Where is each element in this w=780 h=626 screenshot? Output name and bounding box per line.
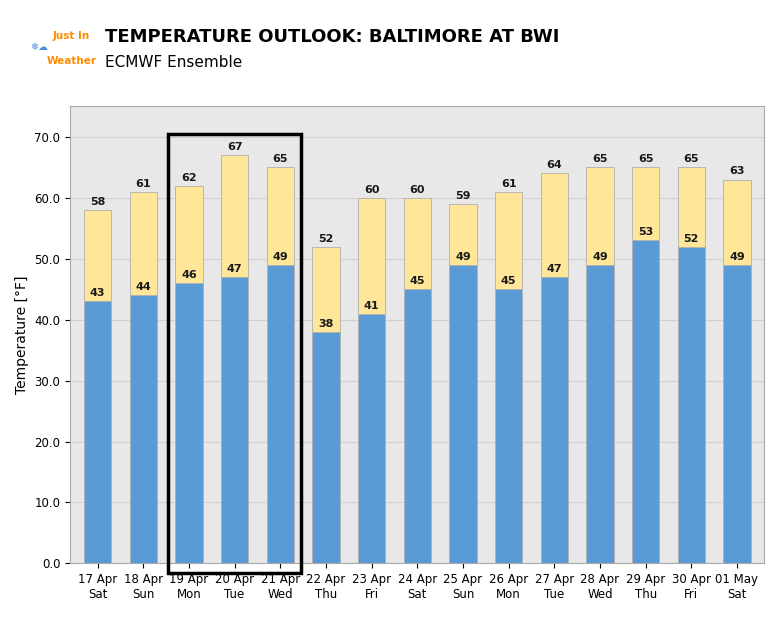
Text: Just In: Just In (53, 31, 90, 41)
Text: 65: 65 (638, 154, 654, 164)
Text: 49: 49 (272, 252, 288, 262)
Text: 53: 53 (638, 227, 654, 237)
Bar (449, 204, 477, 265)
Text: ❄☁: ❄☁ (30, 42, 48, 52)
Text: 41: 41 (363, 300, 379, 310)
Text: 45: 45 (501, 276, 516, 286)
Text: 49: 49 (455, 252, 471, 262)
Text: 49: 49 (592, 252, 608, 262)
Bar (541, 173, 568, 563)
Bar (678, 167, 705, 563)
Bar (495, 192, 523, 289)
Text: 61: 61 (136, 178, 151, 188)
Text: 62: 62 (181, 173, 197, 183)
Bar (176, 186, 203, 283)
Bar (267, 167, 294, 563)
Bar (541, 173, 568, 277)
Text: 60: 60 (364, 185, 379, 195)
Text: TEMPERATURE OUTLOOK: BALTIMORE AT BWI: TEMPERATURE OUTLOOK: BALTIMORE AT BWI (105, 28, 560, 46)
Bar (84, 210, 112, 301)
Text: Weather: Weather (47, 56, 97, 66)
Bar (168, 134, 301, 573)
Bar (495, 192, 523, 563)
Bar (449, 204, 477, 563)
Text: 61: 61 (501, 178, 516, 188)
Bar (358, 198, 385, 314)
Text: 67: 67 (227, 142, 243, 152)
Text: 64: 64 (547, 160, 562, 170)
Bar (312, 247, 339, 563)
Text: 65: 65 (272, 154, 288, 164)
Bar (723, 180, 750, 563)
Bar (221, 155, 248, 277)
Text: 44: 44 (136, 282, 151, 292)
Text: 49: 49 (729, 252, 745, 262)
Bar (267, 167, 294, 265)
Text: 46: 46 (181, 270, 197, 280)
Text: 52: 52 (318, 233, 334, 244)
Bar (632, 167, 659, 240)
Text: 52: 52 (683, 233, 699, 244)
Bar (723, 180, 750, 265)
Bar (176, 186, 203, 563)
Bar (358, 198, 385, 563)
Text: 58: 58 (90, 197, 105, 207)
Bar (403, 198, 431, 289)
Bar (403, 198, 431, 563)
Text: 59: 59 (456, 191, 470, 201)
Text: 45: 45 (410, 276, 425, 286)
Bar (587, 167, 614, 563)
Text: 43: 43 (90, 289, 105, 299)
Bar (129, 192, 157, 295)
Text: 63: 63 (729, 167, 745, 177)
Bar (587, 167, 614, 265)
Bar (84, 210, 112, 563)
Bar (678, 167, 705, 247)
Text: 47: 47 (227, 264, 243, 274)
Text: 60: 60 (410, 185, 425, 195)
Circle shape (8, 21, 70, 76)
Bar (221, 155, 248, 563)
Text: 38: 38 (318, 319, 334, 329)
Bar (312, 247, 339, 332)
Text: 65: 65 (592, 154, 608, 164)
Bar (632, 167, 659, 563)
Bar (129, 192, 157, 563)
Text: 65: 65 (683, 154, 699, 164)
Y-axis label: Temperature [°F]: Temperature [°F] (15, 275, 29, 394)
Text: 47: 47 (547, 264, 562, 274)
Text: ECMWF Ensemble: ECMWF Ensemble (105, 55, 243, 70)
